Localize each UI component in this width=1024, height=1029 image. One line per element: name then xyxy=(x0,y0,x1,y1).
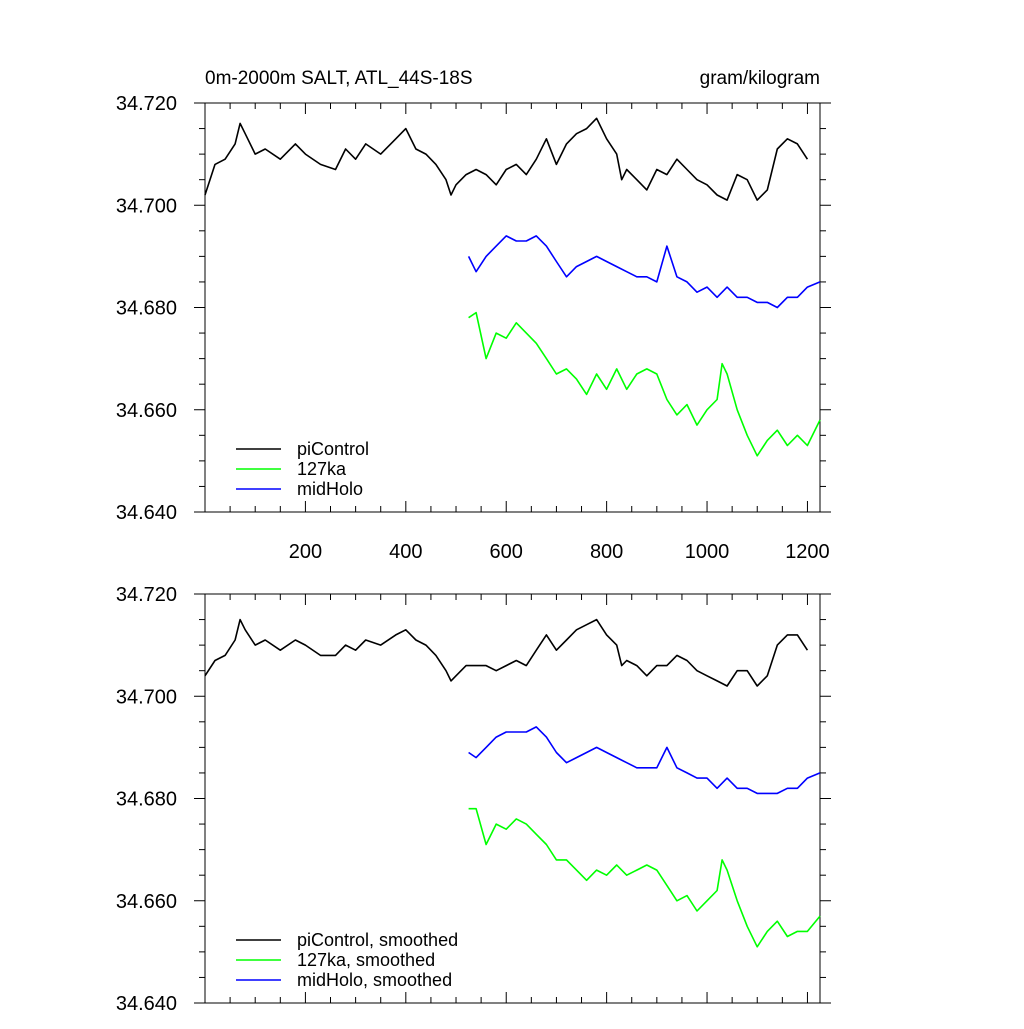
y-tick-label: 34.660 xyxy=(116,400,177,422)
x-tick-label: 600 xyxy=(490,541,523,563)
y-tick-label: 34.700 xyxy=(116,686,177,708)
legend-label: midHolo, smoothed xyxy=(297,970,452,990)
y-tick-label: 34.660 xyxy=(116,891,177,913)
y-tick-label: 34.720 xyxy=(116,93,177,115)
x-tick-label: 1000 xyxy=(685,541,730,563)
chart-title: 0m-2000m SALT, ATL_44S-18S xyxy=(205,68,473,89)
x-tick-label: 200 xyxy=(289,541,322,563)
panel-2: 34.640 34.660 34.680 34.700 34.720 piControl,… xyxy=(116,584,831,1015)
y-tick-label: 34.680 xyxy=(116,298,177,320)
x-tick-label: 400 xyxy=(389,541,422,563)
y-tick-label: 34.640 xyxy=(116,502,177,524)
series-line-1 xyxy=(204,618,809,687)
legend-label: midHolo xyxy=(297,479,363,499)
legend-label: 127ka xyxy=(297,459,347,479)
x-tick-label: 800 xyxy=(590,541,623,563)
series-line-2 xyxy=(468,807,821,948)
series-line-1 xyxy=(204,117,809,201)
x-tick-label: 1200 xyxy=(785,541,830,563)
legend-label: 127ka, smoothed xyxy=(297,950,435,970)
y-tick-label: 34.640 xyxy=(116,993,177,1015)
series-line-3 xyxy=(467,235,821,309)
y-tick-label: 34.720 xyxy=(116,584,177,606)
y-tick-label: 34.700 xyxy=(116,195,177,217)
series-line-2 xyxy=(468,311,821,457)
panel-1: 34.640 34.660 34.680 34.700 34.720 200 400 600 8… xyxy=(116,68,831,563)
series-line-3 xyxy=(468,726,821,795)
units-label: gram/kilogram xyxy=(700,68,820,89)
y-tick-label: 34.680 xyxy=(116,789,177,811)
legend-label: piControl, smoothed xyxy=(297,930,458,950)
legend-label: piControl xyxy=(297,439,369,459)
